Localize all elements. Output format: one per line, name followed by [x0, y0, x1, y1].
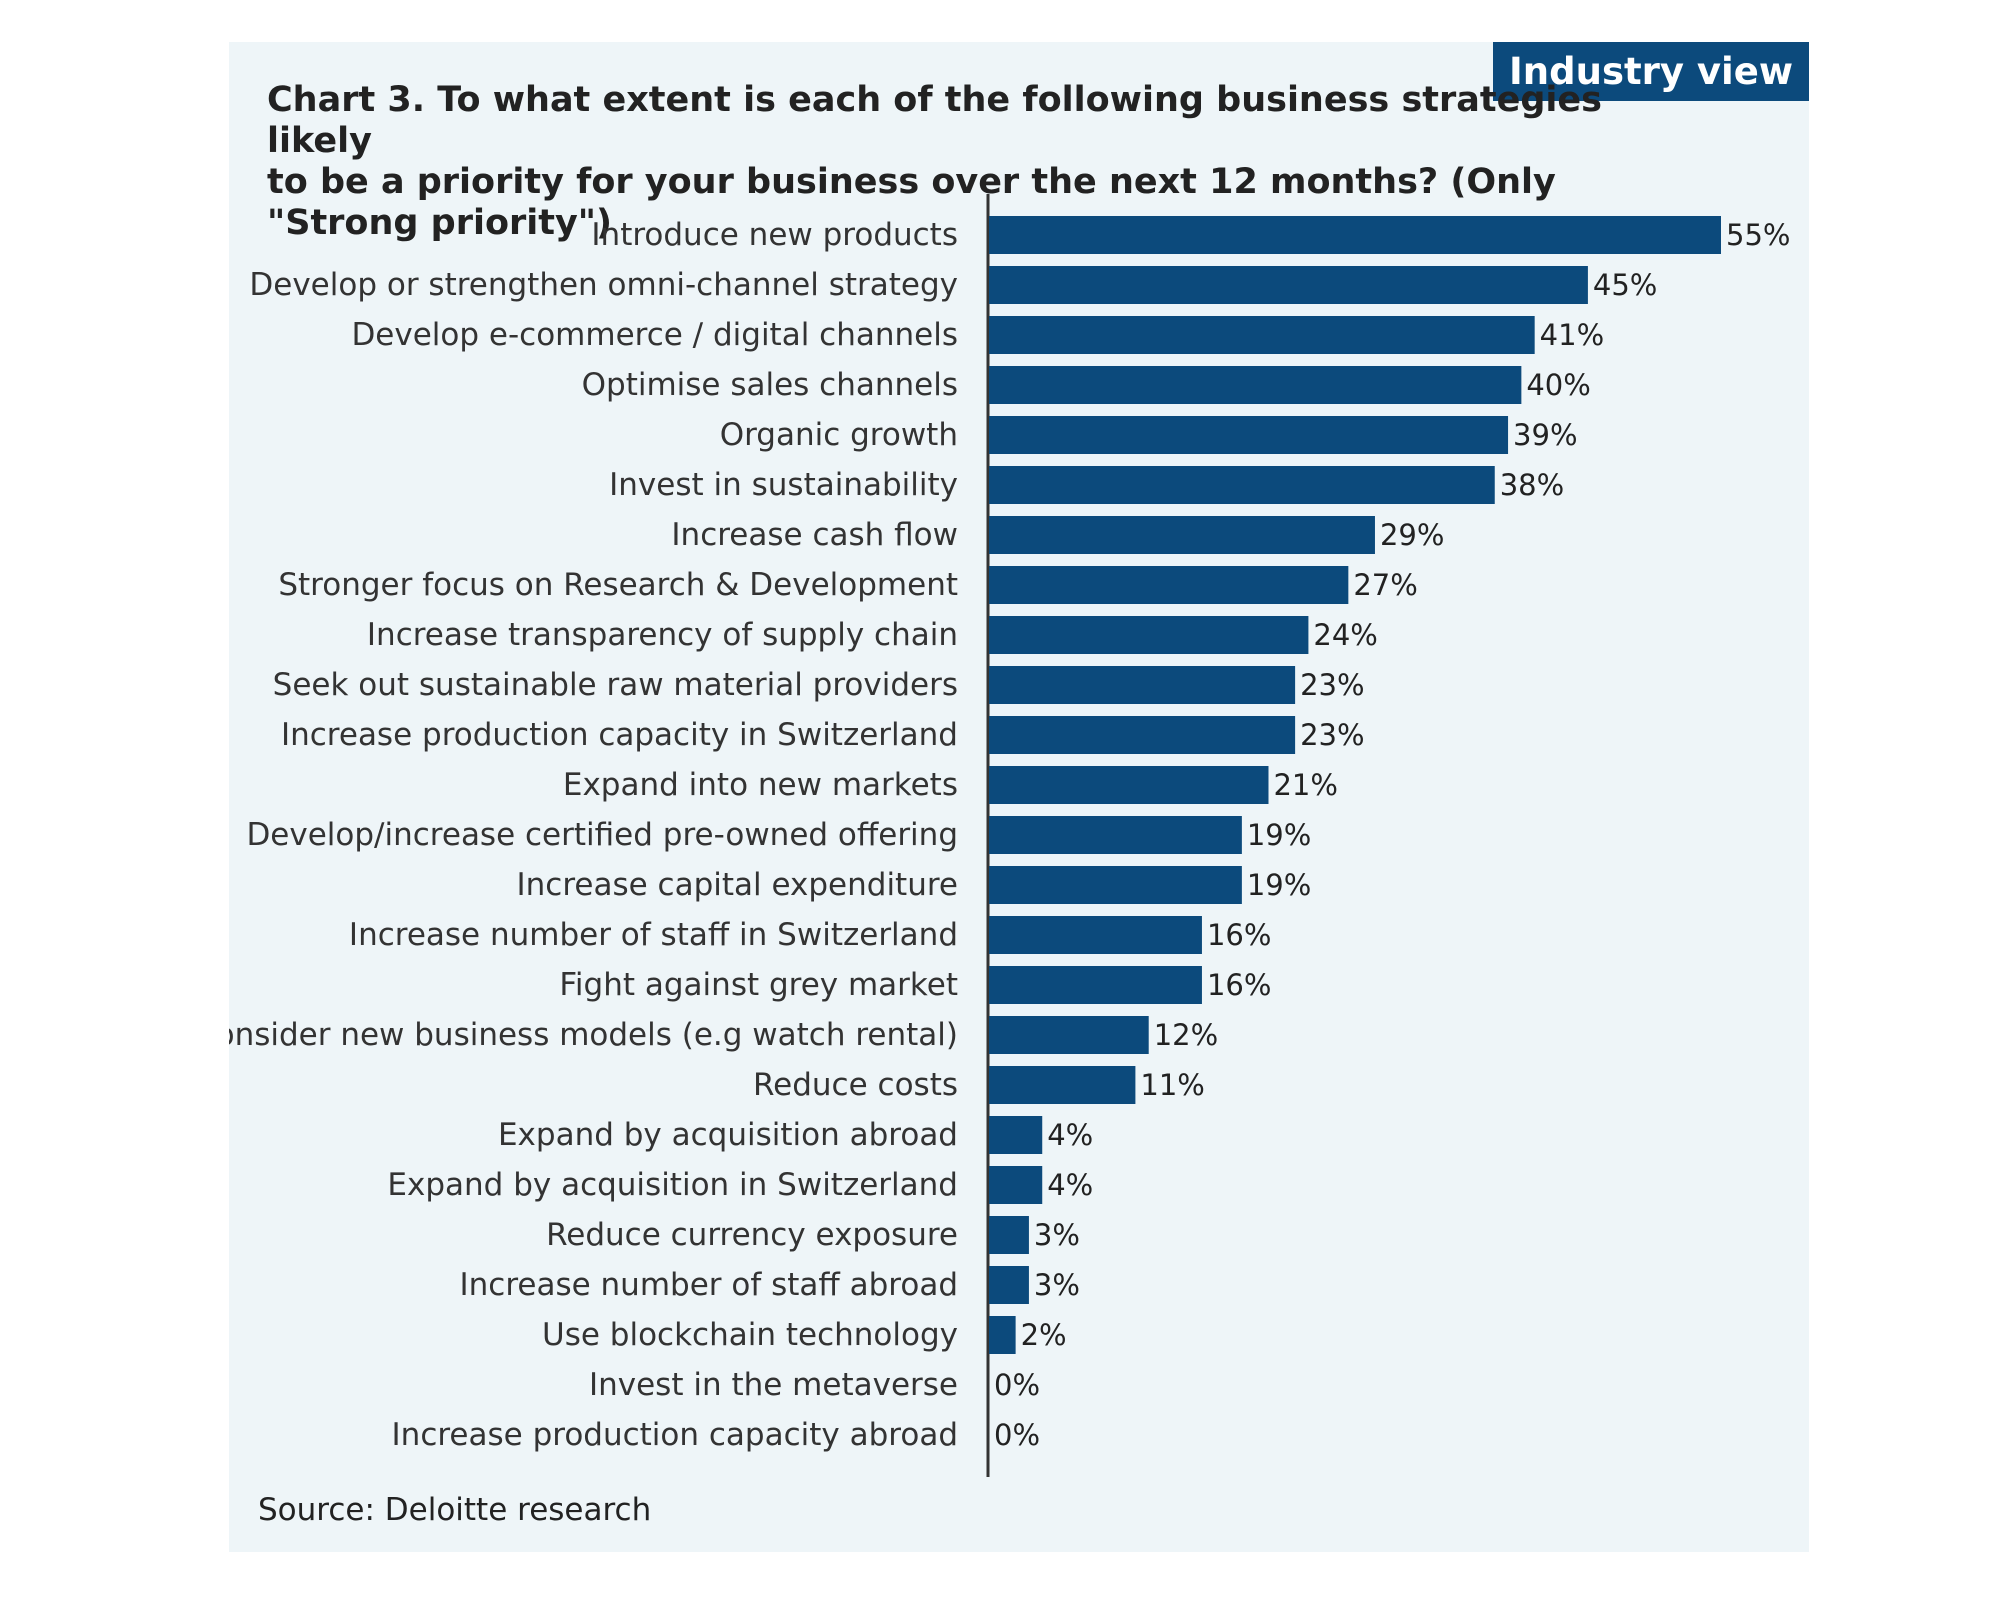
- bars-group: Introduce new products 55% Develop or stre…: [229, 216, 1790, 1453]
- value-label: 41%: [1540, 318, 1604, 352]
- bar: [989, 766, 1269, 804]
- value-label: 21%: [1273, 768, 1337, 802]
- bar: [989, 316, 1535, 354]
- bar: [989, 416, 1509, 454]
- value-label: 40%: [1526, 368, 1590, 402]
- category-label: Expand by acquisition in Switzerland: [387, 1167, 958, 1203]
- category-label: Invest in sustainability: [609, 467, 958, 503]
- category-label: Increase number of staff in Switzerland: [349, 917, 958, 953]
- bar: [989, 1316, 1016, 1354]
- bar-chart: Introduce new products 55% Develop or stre…: [229, 194, 1790, 1477]
- category-label: Reduce currency exposure: [546, 1217, 958, 1253]
- category-label: Increase cash flow: [671, 517, 958, 553]
- category-label: Expand into new markets: [563, 767, 958, 803]
- value-label: 24%: [1313, 618, 1377, 652]
- chart-title-line-1: Chart 3. To what extent is each of the f…: [267, 80, 1602, 161]
- value-label: 16%: [1207, 968, 1271, 1002]
- bar: [989, 266, 1588, 304]
- bar: [989, 666, 1296, 704]
- industry-view-badge: Industry view: [1493, 42, 1809, 101]
- bar: [989, 816, 1242, 854]
- value-label: 4%: [1047, 1168, 1093, 1202]
- value-label: 16%: [1207, 918, 1271, 952]
- category-label: Invest in the metaverse: [589, 1367, 958, 1403]
- category-label: Expand by acquisition abroad: [498, 1117, 958, 1153]
- category-label: Develop/increase certified pre-owned off…: [246, 817, 958, 853]
- bar: [989, 1166, 1043, 1204]
- bar: [989, 716, 1296, 754]
- value-label: 4%: [1047, 1118, 1093, 1152]
- bar: [989, 466, 1495, 504]
- bar: [989, 616, 1309, 654]
- bar: [989, 216, 1721, 254]
- category-label: Consider new business models (e.g watch …: [229, 1017, 958, 1053]
- chart-title-line-2: to be a priority for your business over …: [267, 162, 1556, 243]
- value-label: 45%: [1593, 268, 1657, 302]
- bar: [989, 1016, 1149, 1054]
- value-label: 23%: [1300, 718, 1364, 752]
- bar: [989, 1266, 1029, 1304]
- value-label: 27%: [1353, 568, 1417, 602]
- value-label: 3%: [1034, 1218, 1080, 1252]
- chart-panel: Industry view Chart 3. To what extent is…: [229, 42, 1809, 1552]
- value-label: 11%: [1140, 1068, 1204, 1102]
- category-label: Seek out sustainable raw material provid…: [273, 667, 958, 703]
- value-label: 39%: [1513, 418, 1577, 452]
- value-label: 23%: [1300, 668, 1364, 702]
- value-label: 38%: [1500, 468, 1564, 502]
- bar: [989, 1116, 1043, 1154]
- bar: [989, 916, 1202, 954]
- category-label: Organic growth: [720, 417, 958, 453]
- category-label: Reduce costs: [753, 1067, 958, 1103]
- source-note: Source: Deloitte research: [258, 1492, 652, 1528]
- bar: [989, 516, 1375, 554]
- value-label: 19%: [1247, 818, 1311, 852]
- bar: [989, 1216, 1029, 1254]
- category-label: Increase production capacity in Switzerl…: [281, 717, 958, 753]
- bar: [989, 1066, 1136, 1104]
- category-label: Develop e-commerce / digital channels: [351, 317, 958, 353]
- value-label: 2%: [1021, 1318, 1067, 1352]
- category-label: Stronger focus on Research & Development: [278, 567, 958, 603]
- value-label: 0%: [994, 1418, 1040, 1452]
- value-label: 12%: [1154, 1018, 1218, 1052]
- bar: [989, 566, 1349, 604]
- category-label: Increase capital expenditure: [517, 867, 959, 903]
- value-label: 19%: [1247, 868, 1311, 902]
- category-label: Introduce new products: [591, 217, 958, 253]
- category-label: Fight against grey market: [559, 967, 958, 1003]
- bar: [989, 966, 1202, 1004]
- category-label: Develop or strengthen omni-channel strat…: [249, 267, 958, 303]
- value-label: 55%: [1726, 218, 1790, 252]
- category-label: Use blockchain technology: [542, 1317, 958, 1353]
- value-label: 0%: [994, 1368, 1040, 1402]
- value-label: 3%: [1034, 1268, 1080, 1302]
- category-label: Increase number of staff abroad: [459, 1267, 958, 1303]
- category-label: Optimise sales channels: [582, 367, 958, 403]
- bar: [989, 366, 1522, 404]
- bar: [989, 866, 1242, 904]
- category-label: Increase production capacity abroad: [392, 1417, 958, 1453]
- value-label: 29%: [1380, 518, 1444, 552]
- chart-title: Chart 3. To what extent is each of the f…: [267, 80, 1717, 244]
- category-label: Increase transparency of supply chain: [367, 617, 958, 653]
